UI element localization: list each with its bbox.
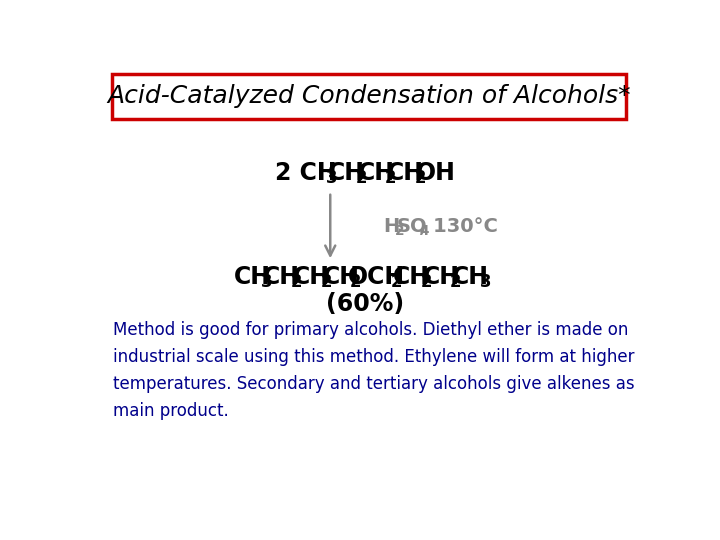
Text: 2: 2 (415, 168, 426, 187)
Text: CH: CH (293, 265, 330, 288)
Text: CH: CH (233, 265, 271, 288)
Text: 2: 2 (320, 273, 332, 291)
Text: 2: 2 (395, 224, 404, 238)
Text: SO: SO (396, 217, 427, 236)
Text: 2: 2 (385, 168, 397, 187)
Text: CH: CH (358, 160, 395, 185)
Text: CH: CH (264, 265, 300, 288)
Text: Acid-Catalyzed Condensation of Alcohols*: Acid-Catalyzed Condensation of Alcohols* (107, 84, 631, 109)
Text: CH: CH (328, 160, 365, 185)
Text: CH: CH (387, 160, 424, 185)
Text: 3: 3 (261, 273, 273, 291)
Text: 2: 2 (356, 168, 367, 187)
Text: 2: 2 (450, 273, 462, 291)
Text: 2: 2 (350, 273, 361, 291)
Text: Method is good for primary alcohols. Diethyl ether is made on: Method is good for primary alcohols. Die… (113, 321, 629, 340)
Text: 2: 2 (291, 273, 302, 291)
Text: 3: 3 (480, 273, 491, 291)
Text: , 130°C: , 130°C (419, 217, 498, 236)
Text: 2 CH: 2 CH (275, 160, 337, 185)
Text: CH: CH (452, 265, 489, 288)
Text: CH: CH (423, 265, 459, 288)
Text: H: H (384, 217, 400, 236)
Text: 4: 4 (419, 224, 428, 238)
Text: 3: 3 (326, 168, 338, 187)
Text: CH: CH (392, 265, 430, 288)
Text: (60%): (60%) (326, 292, 404, 315)
Text: CH: CH (323, 265, 359, 288)
Bar (112, 74, 626, 119)
Text: main product.: main product. (113, 402, 229, 420)
Text: industrial scale using this method. Ethylene will form at higher: industrial scale using this method. Ethy… (113, 348, 635, 367)
Text: 2: 2 (391, 273, 402, 291)
Text: temperatures. Secondary and tertiary alcohols give alkenes as: temperatures. Secondary and tertiary alc… (113, 375, 635, 393)
Text: 2: 2 (420, 273, 432, 291)
Text: OCH: OCH (348, 265, 405, 288)
Text: OH: OH (415, 160, 455, 185)
